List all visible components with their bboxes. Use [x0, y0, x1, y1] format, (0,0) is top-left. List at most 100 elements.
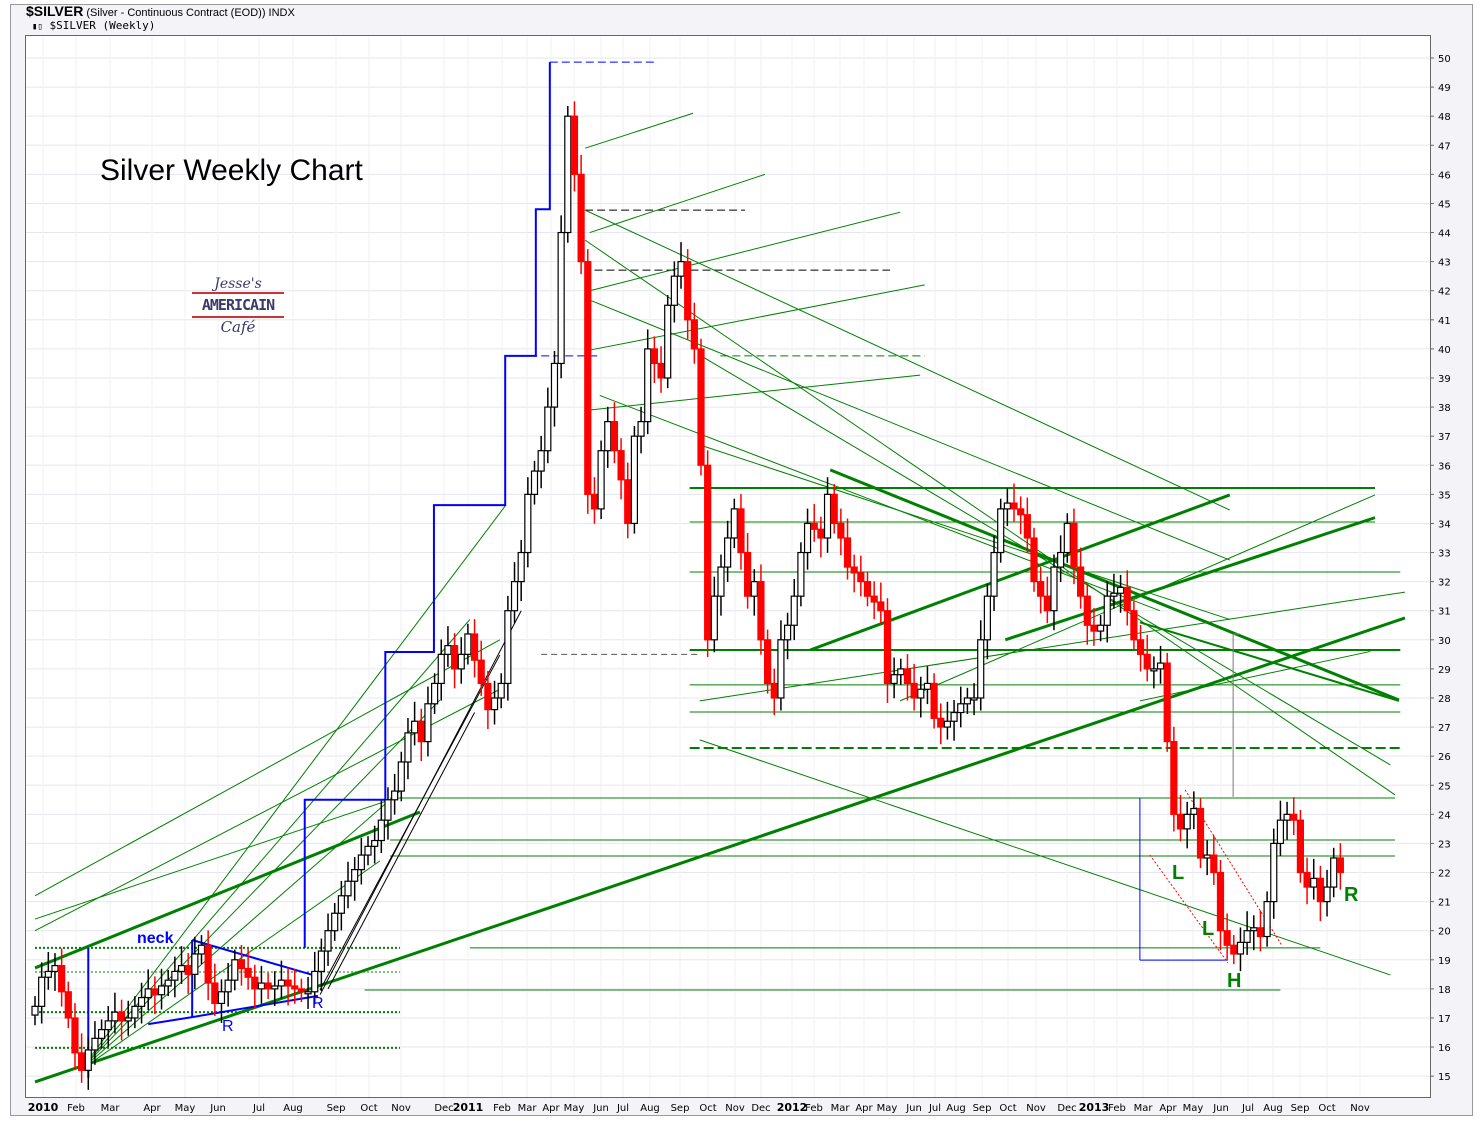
candle-down — [937, 717, 945, 728]
candle-up — [324, 930, 332, 952]
candle-down — [930, 682, 938, 719]
candle-up — [377, 819, 385, 842]
candle-down — [744, 551, 752, 597]
candle-up — [524, 493, 532, 554]
x-tick-label: Sep — [1291, 1103, 1310, 1114]
y-tick-label: 34 — [1438, 519, 1451, 530]
y-tick-label: 29 — [1438, 665, 1451, 676]
candle-down — [1083, 595, 1091, 626]
x-tick-label: Jul — [616, 1103, 629, 1114]
trendline — [79, 699, 441, 1071]
trendline — [1139, 650, 1371, 702]
candle-up — [404, 732, 412, 763]
y-tick-label: 31 — [1438, 607, 1451, 618]
x-tick-label: Nov — [1350, 1103, 1370, 1114]
candle-down — [1170, 741, 1178, 815]
x-tick-label: 2011 — [453, 1101, 484, 1114]
x-tick-label: Oct — [1318, 1103, 1335, 1114]
candle-down — [617, 450, 625, 481]
candle-up — [490, 697, 499, 711]
x-tick-label: Mar — [101, 1103, 121, 1114]
candle-down — [624, 479, 632, 525]
trendline — [80, 860, 381, 1071]
candle-up — [277, 979, 286, 987]
trendline — [599, 394, 1161, 612]
candle-up — [197, 944, 206, 955]
candle-up — [1116, 586, 1125, 594]
trendline — [584, 112, 694, 149]
candle-up — [557, 231, 565, 365]
candle-down — [810, 522, 818, 530]
candle-up — [257, 982, 266, 990]
x-tick-label: 2013 — [1079, 1101, 1110, 1114]
candle-down — [737, 508, 745, 554]
candle-up — [431, 682, 439, 705]
candle-up — [124, 1017, 132, 1022]
candle-up — [1203, 854, 1211, 859]
candle-up — [1156, 662, 1165, 670]
y-tick-label: 30 — [1438, 636, 1451, 647]
y-tick-label: 40 — [1438, 345, 1451, 356]
candle-up — [604, 421, 612, 452]
y-tick-label: 44 — [1438, 229, 1451, 240]
y-tick-label: 36 — [1438, 461, 1451, 472]
candle-up — [38, 976, 46, 1007]
x-tick-label: Sep — [671, 1103, 690, 1114]
candle-down — [877, 601, 885, 612]
candle-up — [823, 493, 832, 539]
candle-up — [1096, 624, 1105, 632]
candle-up — [424, 703, 432, 743]
candle-down — [903, 668, 912, 685]
x-tick-label: Nov — [725, 1103, 745, 1114]
x-tick-label: Oct — [699, 1103, 716, 1114]
candle-down — [883, 610, 892, 685]
x-tick-label: Jul — [252, 1103, 265, 1114]
candle-up — [637, 421, 645, 437]
candle-down — [1316, 877, 1324, 903]
candle-up — [271, 985, 279, 990]
candle-down — [1136, 639, 1145, 655]
candle-down — [1296, 819, 1305, 874]
y-tick-label: 50 — [1438, 54, 1451, 65]
candle-up — [750, 581, 758, 597]
candlestick-icon: ▮▯ — [32, 22, 43, 32]
logo-line2: AMERICAIN — [192, 292, 284, 318]
x-tick-label: Apr — [143, 1103, 161, 1114]
candle-up — [717, 566, 725, 597]
candle-up — [997, 508, 1005, 554]
candle-up — [630, 435, 639, 525]
candle-up — [337, 895, 345, 914]
candle-up — [1270, 842, 1278, 903]
logo-line1: Jesse's — [214, 276, 262, 292]
candle-down — [843, 537, 852, 568]
candle-down — [910, 682, 918, 699]
candle-up — [710, 595, 718, 641]
x-tick-label: Sep — [973, 1103, 992, 1114]
candle-up — [550, 362, 559, 408]
candle-down — [1290, 813, 1298, 821]
candle-down — [58, 965, 66, 993]
logo: Jesse's AMERICAIN Café — [192, 276, 284, 348]
y-tick-label: 16 — [1438, 1043, 1451, 1054]
y-tick-label: 42 — [1438, 287, 1451, 298]
candle-up — [983, 595, 991, 641]
candle-down — [1090, 624, 1098, 632]
candle-up — [783, 624, 792, 641]
candle-down — [1163, 662, 1171, 743]
candle-down — [577, 173, 585, 263]
candle-up — [1330, 857, 1338, 888]
y-tick-label: 21 — [1438, 898, 1451, 909]
candle-up — [670, 275, 678, 306]
candle-up — [497, 682, 505, 699]
candle-up — [1310, 877, 1318, 888]
candle-up — [990, 551, 998, 597]
candle-up — [564, 115, 572, 234]
y-tick-label: 43 — [1438, 258, 1451, 269]
candle-down — [1176, 813, 1185, 830]
candle-up — [391, 790, 399, 801]
x-tick-label: Oct — [360, 1103, 377, 1114]
candle-down — [1070, 522, 1078, 568]
candle-down — [477, 659, 485, 685]
candle-down — [417, 720, 425, 743]
candle-down — [757, 581, 765, 641]
